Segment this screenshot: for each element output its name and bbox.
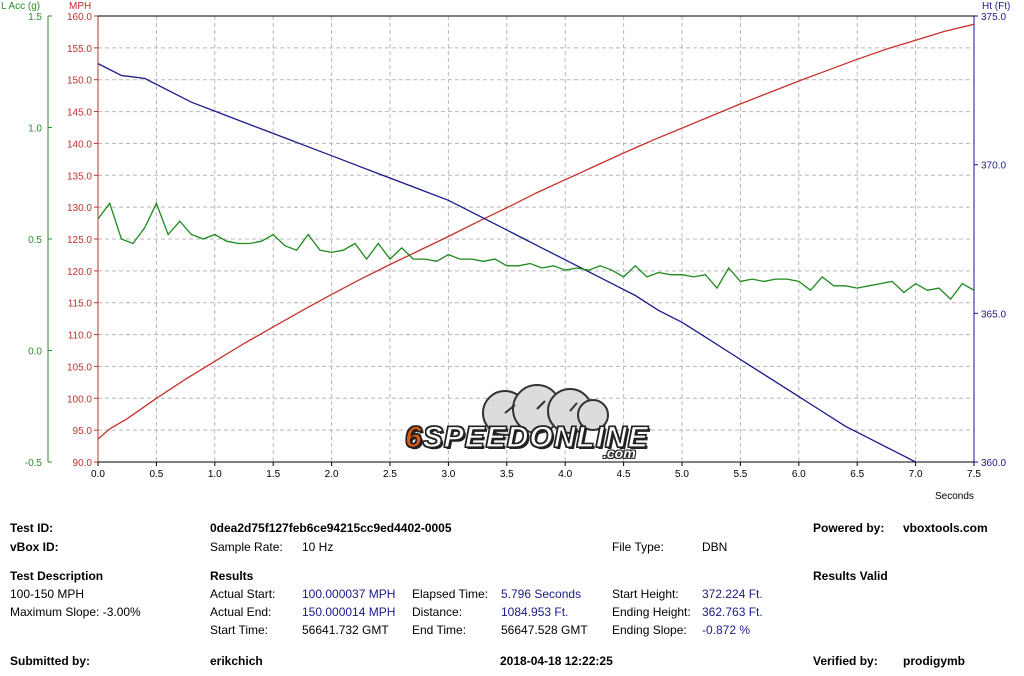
mph-tick-label: 145.0: [67, 108, 92, 119]
logo-dotcom: .com: [603, 445, 636, 461]
distance-value: 1084.953 Ft.: [501, 605, 569, 619]
powered-by-value: vboxtools.com: [903, 521, 988, 535]
ending-height-label: Ending Height:: [612, 605, 691, 619]
mph-tick-label: 140.0: [67, 139, 92, 150]
results-valid: Results Valid: [813, 569, 888, 583]
x-tick-label: 6.0: [792, 469, 806, 480]
verified-by-value: prodigymb: [903, 654, 965, 668]
left-outer-axis-title: L Acc (g): [1, 1, 40, 12]
powered-by-label: Powered by:: [813, 521, 885, 535]
results-label: Results: [210, 569, 254, 583]
height-tick-label: 370.0: [981, 161, 1006, 172]
x-tick-label: 1.0: [208, 469, 222, 480]
right-axis-title: Ht (Ft): [982, 1, 1010, 12]
mph-tick-label: 130.0: [67, 203, 92, 214]
distance-label: Distance:: [412, 605, 463, 619]
x-tick-label: 0.0: [91, 469, 105, 480]
mph-tick-label: 105.0: [67, 362, 92, 373]
x-tick-label: 5.0: [675, 469, 689, 480]
file-type-label: File Type:: [612, 540, 664, 554]
height-tick-label: 365.0: [981, 309, 1006, 320]
test-id-value: 0dea2d75f127feb6ce94215cc9ed4402-0005: [210, 521, 452, 535]
acc-tick-label: 0.5: [28, 235, 42, 246]
end-time-label: End Time:: [412, 623, 467, 637]
x-tick-label: 7.0: [909, 469, 923, 480]
mph-tick-label: 110.0: [68, 331, 93, 342]
test-description-label: Test Description: [10, 569, 104, 583]
sixspeedonline-logo: 6SPEEDONLINE .com: [404, 383, 667, 463]
mph-tick-label: 115.0: [68, 299, 93, 310]
mph-tick-label: 160.0: [67, 12, 92, 23]
x-tick-label: 1.5: [266, 469, 280, 480]
submission-date: 2018-04-18 12:22:25: [500, 654, 613, 668]
x-tick-label: 3.5: [500, 469, 514, 480]
start-time-value: 56641.732 GMT: [302, 623, 389, 637]
series-line-l-acc-g: [98, 201, 974, 301]
x-tick-label: 2.5: [383, 469, 397, 480]
x-tick-label: 6.5: [850, 469, 864, 480]
x-axis-title: Seconds: [935, 491, 974, 502]
file-type-value: DBN: [702, 540, 728, 554]
end-time-value: 56647.528 GMT: [501, 623, 588, 637]
mph-tick-label: 90.0: [73, 458, 93, 469]
x-tick-label: 2.0: [325, 469, 339, 480]
x-tick-label: 4.5: [617, 469, 631, 480]
mph-tick-label: 120.0: [67, 267, 92, 278]
chart-series: [98, 23, 974, 462]
acc-tick-label: 1.0: [28, 124, 42, 135]
actual-end-label: Actual End:: [210, 605, 272, 619]
test-description-value: 100-150 MPH: [10, 587, 85, 601]
x-tick-label: 7.5: [967, 469, 981, 480]
acc-tick-label: 0.0: [28, 347, 42, 358]
actual-end-value: 150.000014 MPH: [302, 605, 396, 619]
mph-tick-label: 155.0: [67, 44, 92, 55]
ending-slope-label: Ending Slope:: [612, 623, 687, 637]
series-line-ht-ft: [98, 63, 918, 462]
x-tick-label: 3.0: [441, 469, 455, 480]
actual-start-value: 100.000037 MPH: [302, 587, 396, 601]
start-height-value: 372.224 Ft.: [702, 587, 763, 601]
elapsed-time-label: Elapsed Time:: [412, 587, 489, 601]
mph-tick-label: 95.0: [73, 426, 93, 437]
left-inner-axis-title: MPH: [69, 1, 91, 12]
acc-tick-label: 1.5: [28, 12, 42, 23]
gauges-logo-graphic: [482, 384, 609, 436]
vbox-id-label: vBox ID:: [10, 540, 59, 554]
mph-tick-label: 135.0: [67, 171, 92, 182]
logo-name: SPEEDONLINE: [422, 420, 649, 454]
x-tick-label: 5.5: [733, 469, 747, 480]
logo-wordmark: 6SPEEDONLINE: [404, 420, 667, 455]
test-id-label: Test ID:: [10, 521, 54, 535]
ending-height-value: 362.763 Ft.: [702, 605, 763, 619]
elapsed-time-value: 5.796 Seconds: [501, 587, 582, 601]
series-line-mph: [98, 23, 974, 440]
performance-chart: 0.0 0.5 1.0 1.5 2.0 2.5 3.0 3.5 4.0 4.5 5.0 5.5 6.0 6…: [1, 1, 1010, 502]
mph-tick-label: 125.0: [67, 235, 92, 246]
start-time-label: Start Time:: [210, 623, 269, 637]
max-slope: Maximum Slope: -3.00%: [10, 605, 141, 619]
actual-start-label: Actual Start:: [210, 587, 276, 601]
logo-six: 6: [404, 420, 423, 454]
height-tick-label: 375.0: [981, 12, 1006, 23]
verified-by-label: Verified by:: [813, 654, 878, 668]
mph-tick-label: 100.0: [67, 394, 92, 405]
acc-tick-label: -0.5: [25, 458, 43, 469]
start-height-label: Start Height:: [612, 587, 679, 601]
submitted-by-value: erikchich: [210, 654, 263, 668]
sample-rate-label: Sample Rate:: [210, 540, 283, 554]
x-tick-label: 4.0: [558, 469, 572, 480]
ending-slope-value: -0.872 %: [702, 623, 751, 637]
chart-axes: [47, 15, 978, 466]
sample-rate-value: 10 Hz: [302, 540, 334, 554]
mph-tick-label: 150.0: [67, 76, 92, 87]
submitted-by-label: Submitted by:: [10, 654, 90, 668]
chart-tick-labels: 0.0 0.5 1.0 1.5 2.0 2.5 3.0 3.5 4.0 4.5 5.0 5.5 6.0 6…: [25, 12, 1007, 480]
x-tick-label: 0.5: [149, 469, 163, 480]
height-tick-label: 360.0: [981, 458, 1006, 469]
